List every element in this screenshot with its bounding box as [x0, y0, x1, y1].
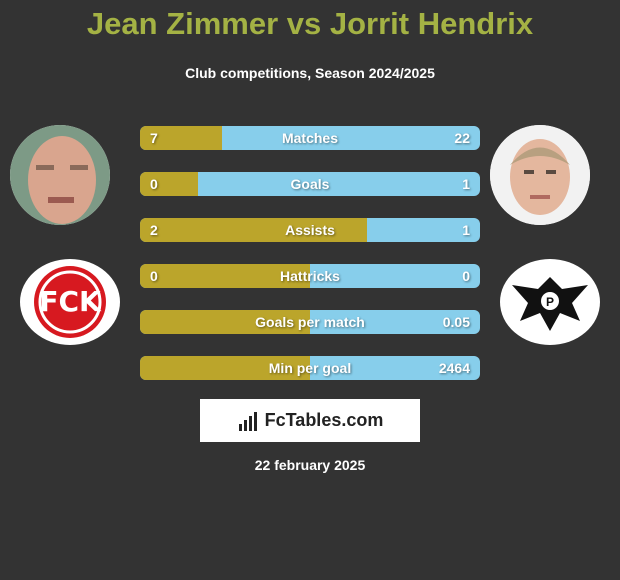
svg-text:P: P: [546, 295, 554, 309]
left-value: 2: [150, 222, 158, 238]
right-value: 2464: [438, 360, 470, 376]
player-photo: [10, 125, 110, 225]
right-value: 0: [462, 268, 470, 284]
date: 22 february 2025: [254, 457, 366, 473]
stat-row: Matches 7 22: [140, 126, 480, 150]
logo-text: FcTables.com: [264, 410, 384, 430]
stat-label: Assists: [285, 222, 335, 238]
left-bar: [140, 172, 198, 196]
left-value: 7: [150, 130, 158, 146]
stat-row: Goals per match 0.05: [140, 310, 480, 334]
stat-row: Goals 0 1: [140, 172, 480, 196]
stat-label: Goals per match: [255, 314, 365, 330]
player-photo: [490, 125, 590, 225]
left-bar: [140, 310, 310, 334]
stat-label: Matches: [281, 130, 339, 146]
left-bar: [140, 218, 367, 242]
stat-row: Hattricks 0 0: [140, 264, 480, 288]
left-bar: [140, 126, 223, 150]
stat-row: Min per goal 2464: [140, 356, 480, 380]
club-logo: P: [500, 259, 600, 345]
subtitle: Club competitions, Season 2024/2025: [185, 65, 435, 81]
left-bar: [140, 356, 310, 380]
logo-icon: [238, 411, 257, 431]
right-value: 1: [462, 176, 470, 192]
stat-label: Min per goal: [268, 360, 352, 376]
title: Jean Zimmer vs Jorrit Hendrix: [86, 6, 534, 41]
club-logo: FCK: [20, 259, 120, 345]
site-logo: FcTables.com: [200, 399, 420, 442]
left-bar: [140, 264, 310, 288]
stat-label: Goals: [290, 176, 330, 192]
left-value: 0: [150, 176, 158, 192]
stat-label: Hattricks: [280, 268, 340, 284]
right-value: 22: [454, 130, 470, 146]
svg-text:FCK: FCK: [39, 285, 102, 318]
left-value: 0: [150, 268, 158, 284]
right-value: 1: [462, 222, 470, 238]
right-value: 0.05: [442, 314, 470, 330]
stat-row: Assists 2 1: [140, 218, 480, 242]
